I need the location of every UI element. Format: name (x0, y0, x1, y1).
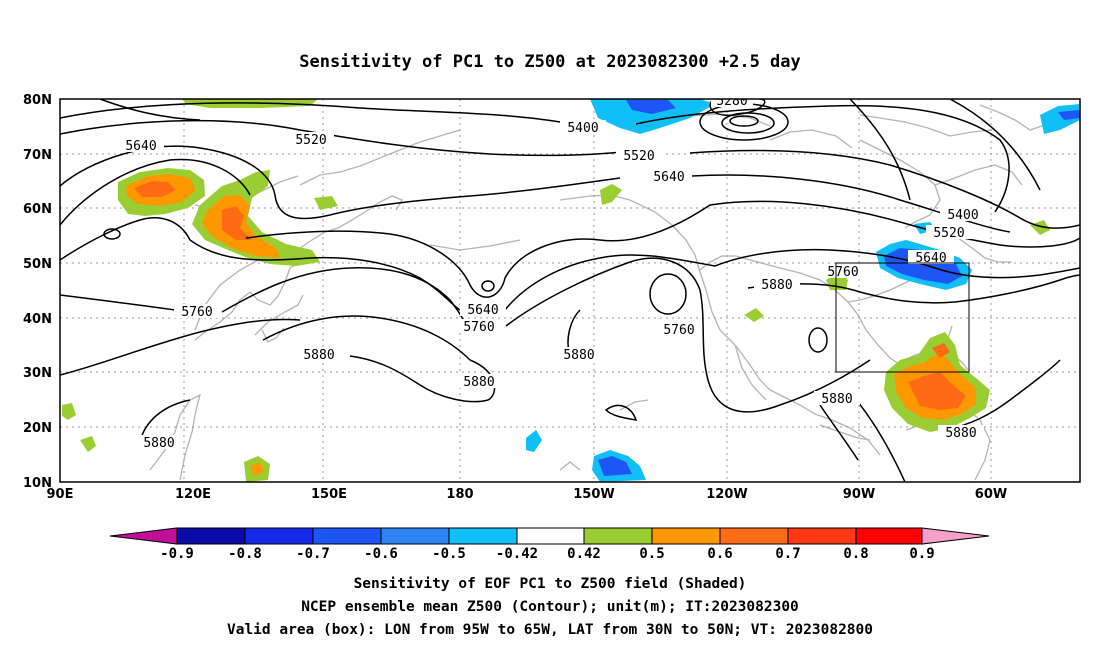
colorbar-swatch (651, 527, 721, 545)
colorbar-swatch (516, 527, 585, 545)
colorbar-low-extension (109, 527, 178, 545)
colorbar-swatch (855, 527, 923, 545)
colorbar-high-extension (921, 527, 990, 545)
contour-label: 5880 (821, 392, 852, 407)
sensitivity-shading (62, 99, 1080, 482)
lon-tick-label: 150W (573, 487, 614, 502)
lon-tick-label: 150E (311, 487, 347, 502)
colorbar-swatch (176, 527, 246, 545)
lat-tick-label: 30N (23, 366, 52, 381)
colorbar-label: -0.9 (160, 546, 194, 562)
lat-tick-label: 40N (23, 312, 52, 327)
lon-tick-label: 90W (843, 487, 875, 502)
lat-tick-label: 10N (23, 476, 52, 491)
colorbar-swatch (380, 527, 450, 545)
colorbar-swatch (312, 527, 382, 545)
colorbar-label: -0.42 (496, 546, 538, 562)
contour-label: 5640 (125, 139, 156, 154)
colorbar-label: 0.7 (775, 546, 800, 562)
contour-label: 5640 (467, 303, 498, 318)
colorbar-swatch (787, 527, 857, 545)
contour-label: 5400 (947, 208, 978, 223)
contour-label: 5760 (181, 305, 212, 320)
contour-label: 5520 (933, 226, 964, 241)
contour-label: 5520 (623, 149, 654, 164)
contour-label: 5880 (761, 278, 792, 293)
contour-label: 5640 (915, 251, 946, 266)
contour-label: 5760 (827, 265, 858, 280)
colorbar-swatch (244, 527, 314, 545)
contour-label: 5280 (716, 94, 747, 109)
colorbar-label: -0.6 (364, 546, 398, 562)
colorbar-label: -0.7 (296, 546, 330, 562)
colorbar-label: 0.9 (909, 546, 934, 562)
contour-label: 5880 (563, 348, 594, 363)
lon-tick-label: 120E (175, 487, 211, 502)
z500-contours (60, 99, 1080, 482)
colorbar-label: 0.42 (567, 546, 601, 562)
lat-tick-label: 60N (23, 202, 52, 217)
caption-line-2: NCEP ensemble mean Z500 (Contour); unit(… (301, 599, 799, 615)
colorbar-label: 0.8 (843, 546, 868, 562)
caption-line-1: Sensitivity of EOF PC1 to Z500 field (Sh… (354, 576, 747, 592)
lon-tick-label: 90E (47, 487, 74, 502)
contour-label: 5880 (303, 348, 334, 363)
lon-axis: 90E 120E 150E 180 150W 120W 90W 60W (47, 487, 1008, 502)
contour-label: 5880 (463, 375, 494, 390)
lat-tick-label: 80N (23, 93, 52, 108)
map-frame (59, 98, 1081, 483)
shade-negative-arctic (590, 99, 715, 134)
shade-positive-asia-b-core (202, 195, 280, 258)
lat-tick-label: 70N (23, 148, 52, 163)
colorbar-swatch (583, 527, 653, 545)
colorbar-label: 0.6 (707, 546, 732, 562)
contour-label: 5640 (653, 170, 684, 185)
colorbar-labels: -0.9 -0.8 -0.7 -0.6 -0.5 -0.42 0.42 0.5 … (160, 546, 935, 562)
colorbar-label: 0.5 (639, 546, 664, 562)
colorbar-swatch (448, 527, 518, 545)
contour-label: 5880 (945, 426, 976, 441)
lon-tick-label: 60W (975, 487, 1007, 502)
colorbar-label: -0.5 (432, 546, 466, 562)
contour-label: 5760 (663, 323, 694, 338)
contour-label: 5880 (143, 436, 174, 451)
contour-label: 5400 (567, 121, 598, 136)
colorbar-swatch (719, 527, 789, 545)
colorbar (109, 527, 990, 545)
lat-tick-label: 20N (23, 421, 52, 436)
contour-label: 5760 (463, 320, 494, 335)
figure-title: Sensitivity of PC1 to Z500 at 2023082300… (299, 52, 801, 72)
lon-tick-label: 120W (706, 487, 747, 502)
lat-tick-label: 50N (23, 257, 52, 272)
colorbar-label: -0.8 (228, 546, 262, 562)
lat-axis: 80N 70N 60N 50N 40N 30N 20N 10N (23, 93, 52, 491)
contour-labels: 5280 5400 5400 5520 5520 5520 5640 5640 … (118, 94, 986, 451)
lon-tick-label: 180 (446, 487, 473, 502)
contour-label: 5520 (295, 133, 326, 148)
caption-line-3: Valid area (box): LON from 95W to 65W, L… (227, 622, 873, 638)
valid-area-box (835, 262, 970, 373)
